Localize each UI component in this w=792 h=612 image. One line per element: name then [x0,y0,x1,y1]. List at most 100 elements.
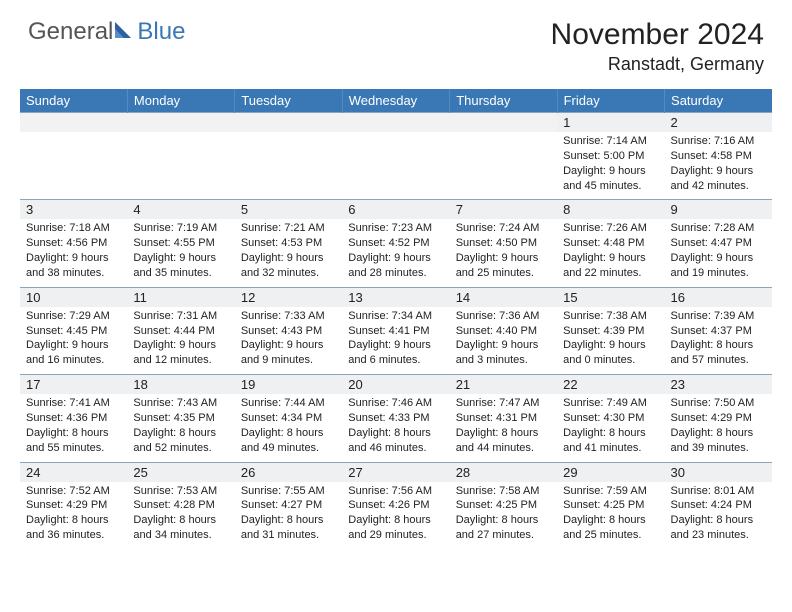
day-info-line: Sunset: 4:35 PM [133,411,228,426]
day-info-line: Sunrise: 7:44 AM [241,396,336,411]
day-info-line: and 36 minutes. [26,528,121,543]
day-info-line: Daylight: 8 hours [133,513,228,528]
day-info-line: Daylight: 9 hours [456,251,551,266]
day-number-cell: 16 [665,287,772,307]
day-number-cell [20,113,127,133]
day-info-line: and 55 minutes. [26,441,121,456]
day-info-line: and 6 minutes. [348,353,443,368]
day-info-line: and 27 minutes. [456,528,551,543]
day-info-line: Sunrise: 7:21 AM [241,221,336,236]
day-number-cell: 20 [342,375,449,395]
day-info-line: Sunrise: 7:47 AM [456,396,551,411]
day-info-line: and 39 minutes. [671,441,766,456]
day-info-line: Sunrise: 7:34 AM [348,309,443,324]
day-info-line: Daylight: 8 hours [348,426,443,441]
day-info-line: Sunset: 4:43 PM [241,324,336,339]
day-body-cell [127,132,234,200]
day-number-cell: 27 [342,462,449,482]
day-number-cell [342,113,449,133]
day-info-line: Daylight: 8 hours [241,426,336,441]
day-info-line: Daylight: 9 hours [563,338,658,353]
day-body-cell: Sunrise: 7:41 AMSunset: 4:36 PMDaylight:… [20,394,127,462]
day-info-line: and 29 minutes. [348,528,443,543]
weekday-header: Tuesday [235,89,342,113]
day-number-cell: 18 [127,375,234,395]
day-info-line: and 23 minutes. [671,528,766,543]
day-info-line: Sunset: 4:52 PM [348,236,443,251]
day-info-line: Sunrise: 7:14 AM [563,134,658,149]
weekday-header: Friday [557,89,664,113]
day-number-cell: 12 [235,287,342,307]
day-info-line: Sunset: 4:25 PM [456,498,551,513]
day-info-line: Daylight: 8 hours [241,513,336,528]
day-num-row: 3456789 [20,200,772,220]
day-info-line: and 34 minutes. [133,528,228,543]
day-info-line: Sunset: 4:45 PM [26,324,121,339]
day-info-line: Sunset: 4:34 PM [241,411,336,426]
day-number-cell: 3 [20,200,127,220]
weekday-header: Saturday [665,89,772,113]
day-info-line: Sunrise: 7:33 AM [241,309,336,324]
day-body-cell: Sunrise: 7:59 AMSunset: 4:25 PMDaylight:… [557,482,664,549]
day-info-line: Sunset: 4:56 PM [26,236,121,251]
day-info-line: Sunset: 4:24 PM [671,498,766,513]
day-info-line: Sunset: 4:48 PM [563,236,658,251]
weekday-header: Sunday [20,89,127,113]
day-body-cell: Sunrise: 7:43 AMSunset: 4:35 PMDaylight:… [127,394,234,462]
day-info-line: Sunrise: 7:52 AM [26,484,121,499]
day-info-line: Sunrise: 7:59 AM [563,484,658,499]
day-info-line: and 28 minutes. [348,266,443,281]
day-info-line: Sunrise: 7:39 AM [671,309,766,324]
day-body-cell: Sunrise: 7:31 AMSunset: 4:44 PMDaylight:… [127,307,234,375]
day-info-line: Sunrise: 7:38 AM [563,309,658,324]
day-info-line: Daylight: 8 hours [456,426,551,441]
day-body-cell: Sunrise: 7:52 AMSunset: 4:29 PMDaylight:… [20,482,127,549]
day-number-cell: 30 [665,462,772,482]
day-number-cell: 28 [450,462,557,482]
day-info-line: Daylight: 9 hours [133,338,228,353]
day-number-cell: 19 [235,375,342,395]
day-body-cell: Sunrise: 7:58 AMSunset: 4:25 PMDaylight:… [450,482,557,549]
day-number-cell: 2 [665,113,772,133]
day-body-cell: Sunrise: 7:29 AMSunset: 4:45 PMDaylight:… [20,307,127,375]
day-info-line: Sunrise: 7:19 AM [133,221,228,236]
day-num-row: 10111213141516 [20,287,772,307]
day-info-line: and 25 minutes. [456,266,551,281]
day-number-cell: 13 [342,287,449,307]
day-number-cell: 22 [557,375,664,395]
day-info-line: Sunrise: 7:18 AM [26,221,121,236]
day-info-line: Daylight: 8 hours [671,513,766,528]
day-body-row: Sunrise: 7:18 AMSunset: 4:56 PM Daylight:… [20,219,772,287]
day-body-cell: Sunrise: 7:38 AMSunset: 4:39 PMDaylight:… [557,307,664,375]
day-info-line: Sunset: 4:50 PM [456,236,551,251]
page-header: General Blue November 2024 Ranstadt, Ger… [0,0,792,83]
day-number-cell: 15 [557,287,664,307]
day-info-line: and 22 minutes. [563,266,658,281]
day-body-row: Sunrise: 7:29 AMSunset: 4:45 PMDaylight:… [20,307,772,375]
day-info-line: Sunrise: 7:53 AM [133,484,228,499]
day-body-row: Sunrise: 7:41 AMSunset: 4:36 PMDaylight:… [20,394,772,462]
day-body-cell: Sunrise: 7:39 AMSunset: 4:37 PMDaylight:… [665,307,772,375]
day-body-cell: Sunrise: 8:01 AMSunset: 4:24 PMDaylight:… [665,482,772,549]
day-body-cell [235,132,342,200]
day-info-line: Sunrise: 7:55 AM [241,484,336,499]
day-info-line: and 3 minutes. [456,353,551,368]
day-info-line: Daylight: 9 hours [348,251,443,266]
day-info-line: Sunset: 4:47 PM [671,236,766,251]
day-info-line: Sunrise: 7:23 AM [348,221,443,236]
day-info-line: Daylight: 9 hours [241,338,336,353]
day-info-line: and 49 minutes. [241,441,336,456]
day-info-line: Daylight: 8 hours [671,426,766,441]
day-info-line: and 16 minutes. [26,353,121,368]
day-info-line: Sunset: 4:37 PM [671,324,766,339]
day-info-line: Sunset: 4:28 PM [133,498,228,513]
day-info-line: Daylight: 8 hours [133,426,228,441]
day-number-cell: 4 [127,200,234,220]
day-number-cell: 14 [450,287,557,307]
day-info-line: Sunrise: 7:41 AM [26,396,121,411]
day-info-line: Daylight: 9 hours [671,251,766,266]
day-info-line: Daylight: 9 hours [456,338,551,353]
day-info-line: and 38 minutes. [26,266,121,281]
weekday-header-row: Sunday Monday Tuesday Wednesday Thursday… [20,89,772,113]
day-info-line: Daylight: 9 hours [671,164,766,179]
